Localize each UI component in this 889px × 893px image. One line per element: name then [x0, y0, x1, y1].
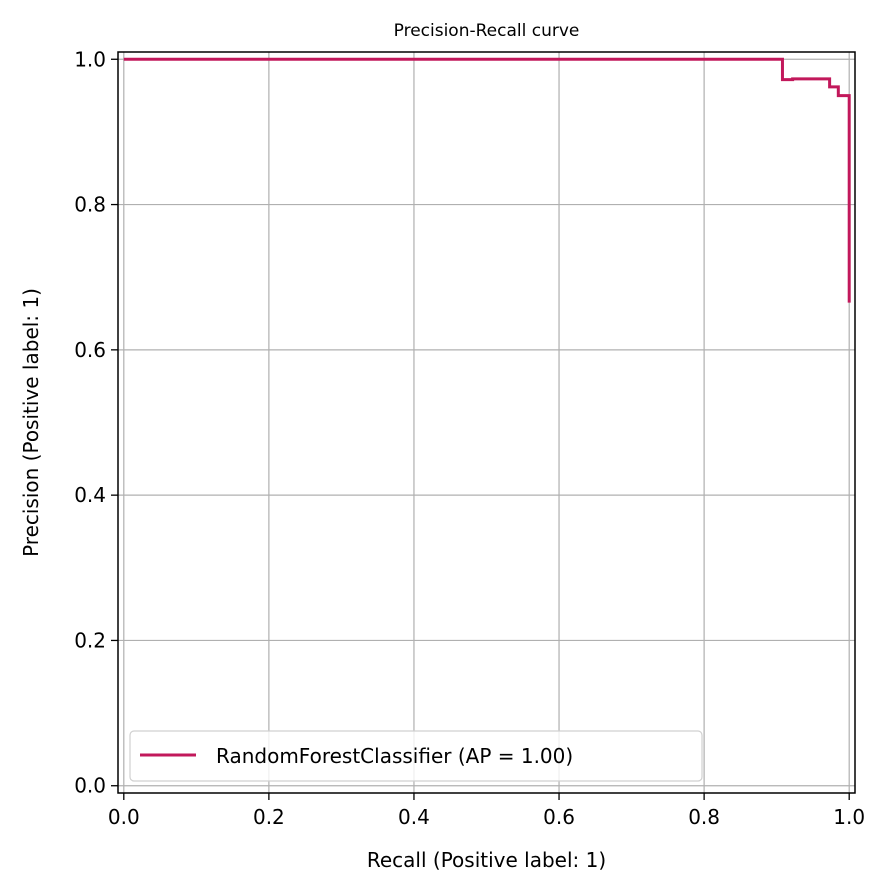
- chart-title: Precision-Recall curve: [394, 21, 580, 41]
- y-tick-label: 1.0: [74, 47, 106, 71]
- grid-lines: [118, 52, 855, 793]
- x-tick-label: 1.0: [833, 805, 865, 829]
- x-tick-label: 0.2: [253, 805, 285, 829]
- axis-ticks: 0.0 0.2 0.4 0.6 0.8 1.0 0.0 0.2 0.4 0.6 0.8 1.0: [74, 47, 865, 829]
- x-tick-label: 0.4: [398, 805, 430, 829]
- x-tick-label: 0.0: [108, 805, 140, 829]
- legend-box: [129, 730, 703, 782]
- x-tick-label: 0.8: [688, 805, 720, 829]
- y-axis-label: Precision (Positive label: 1): [19, 288, 43, 557]
- legend: RandomForestClassifier (AP = 1.00): [129, 730, 703, 782]
- series-layer: [123, 57, 851, 303]
- y-tick-label: 0.2: [74, 628, 106, 652]
- y-tick-label: 0.6: [74, 338, 106, 362]
- y-tick-label: 0.4: [74, 483, 106, 507]
- plot-frame: [117, 51, 856, 794]
- x-tick-label: 0.6: [543, 805, 575, 829]
- legend-entry-label: RandomForestClassifier (AP = 1.00): [216, 744, 573, 768]
- y-tick-label: 0.8: [74, 193, 106, 217]
- pr-curve-line: [123, 57, 851, 303]
- x-axis-label: Recall (Positive label: 1): [367, 848, 606, 872]
- y-tick-label: 0.0: [74, 774, 106, 798]
